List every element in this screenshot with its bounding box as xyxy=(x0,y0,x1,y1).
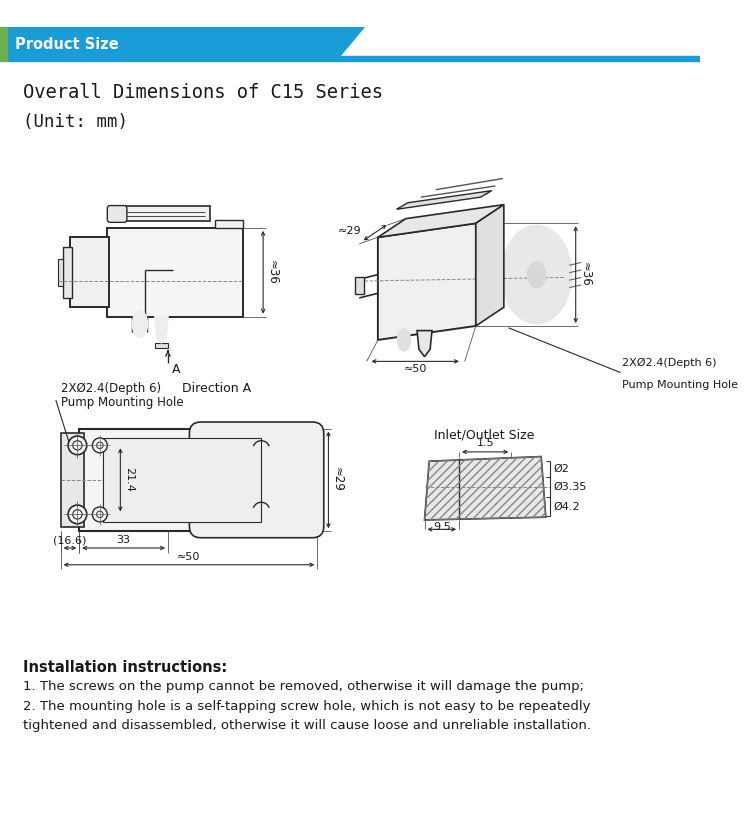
Bar xyxy=(103,438,261,522)
Text: ≈29: ≈29 xyxy=(332,467,344,493)
Text: 9.5: 9.5 xyxy=(433,522,451,532)
Bar xyxy=(70,237,110,307)
Text: ≈50: ≈50 xyxy=(404,364,427,374)
Text: 2XØ2.4(Depth 6): 2XØ2.4(Depth 6) xyxy=(622,358,717,368)
Ellipse shape xyxy=(527,261,546,288)
Text: Product Size: Product Size xyxy=(15,37,119,51)
Text: 21.4: 21.4 xyxy=(124,467,134,493)
Bar xyxy=(7,56,700,61)
Text: 1. The screws on the pump cannot be removed, otherwise it will damage the pump;: 1. The screws on the pump cannot be remo… xyxy=(23,681,584,694)
Polygon shape xyxy=(417,331,432,357)
Text: ≈36: ≈36 xyxy=(578,262,592,287)
Text: ≈29: ≈29 xyxy=(338,225,361,236)
Text: 2XØ2.4(Depth 6): 2XØ2.4(Depth 6) xyxy=(61,382,160,395)
Text: Inlet/Outlet Size: Inlet/Outlet Size xyxy=(433,429,534,441)
Text: Installation instructions:: Installation instructions: xyxy=(23,660,227,675)
Bar xyxy=(62,247,72,298)
Text: Pump Mounting Hole: Pump Mounting Hole xyxy=(61,396,183,408)
Text: ≈50: ≈50 xyxy=(177,552,201,562)
Circle shape xyxy=(68,505,87,524)
Text: 2. The mounting hole is a self-tapping screw hole, which is not easy to be repea: 2. The mounting hole is a self-tapping s… xyxy=(23,700,591,713)
Bar xyxy=(80,429,317,531)
Text: tightened and disassembled, otherwise it will cause loose and unreliable install: tightened and disassembled, otherwise it… xyxy=(23,719,591,732)
Bar xyxy=(214,221,242,228)
Text: Ø2: Ø2 xyxy=(554,464,569,474)
FancyBboxPatch shape xyxy=(107,206,127,222)
Bar xyxy=(61,433,84,526)
Text: 1.5: 1.5 xyxy=(476,438,494,449)
Ellipse shape xyxy=(133,311,148,337)
Bar xyxy=(155,342,168,348)
Text: (16.6): (16.6) xyxy=(53,535,87,545)
Bar xyxy=(355,278,364,294)
Text: ≈36: ≈36 xyxy=(266,260,279,284)
Text: 33: 33 xyxy=(117,535,130,545)
Bar xyxy=(0,27,7,61)
Ellipse shape xyxy=(502,225,572,324)
Ellipse shape xyxy=(398,328,410,351)
Text: Ø3.35: Ø3.35 xyxy=(554,482,586,492)
Bar xyxy=(107,228,242,317)
Text: Pump Mounting Hole: Pump Mounting Hole xyxy=(622,380,738,390)
Circle shape xyxy=(92,507,107,522)
Bar xyxy=(122,207,210,221)
Text: Ø4.2: Ø4.2 xyxy=(554,502,580,511)
Polygon shape xyxy=(476,204,504,326)
Polygon shape xyxy=(378,223,476,340)
Polygon shape xyxy=(424,457,546,520)
Text: (Unit: mm): (Unit: mm) xyxy=(23,114,128,132)
Circle shape xyxy=(92,438,107,453)
Circle shape xyxy=(68,436,87,455)
Polygon shape xyxy=(7,27,364,61)
Bar xyxy=(58,259,64,286)
Text: A: A xyxy=(172,364,180,377)
Polygon shape xyxy=(155,317,168,342)
Text: Overall Dimensions of C15 Series: Overall Dimensions of C15 Series xyxy=(23,83,383,102)
Polygon shape xyxy=(378,204,504,237)
FancyBboxPatch shape xyxy=(190,422,324,538)
Polygon shape xyxy=(397,190,492,209)
Text: Direction A: Direction A xyxy=(182,382,251,395)
